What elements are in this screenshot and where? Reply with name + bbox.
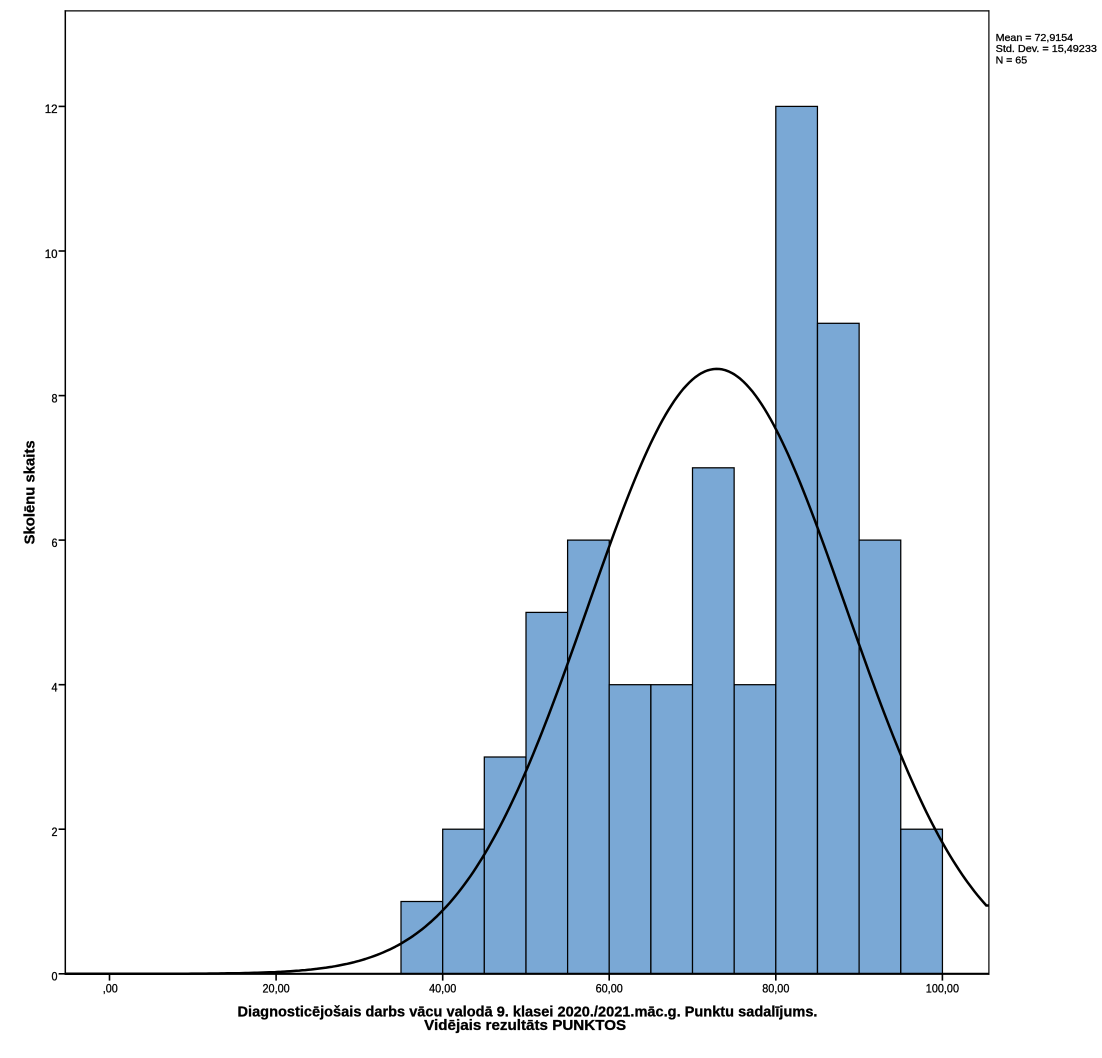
svg-text:20,00: 20,00 [263, 981, 290, 995]
svg-text:Skolēnu skaits: Skolēnu skaits [21, 440, 38, 544]
svg-text:Std. Dev. = 15,49233: Std. Dev. = 15,49233 [996, 44, 1098, 55]
svg-text:10: 10 [45, 247, 58, 261]
svg-text:8: 8 [52, 391, 58, 405]
svg-text:4: 4 [52, 681, 58, 695]
svg-text:Diagnosticējošais darbs vācu v: Diagnosticējošais darbs vācu valodā 9. k… [238, 1005, 818, 1021]
svg-text:80,00: 80,00 [762, 981, 789, 995]
svg-text:12: 12 [45, 102, 58, 116]
svg-text:60,00: 60,00 [596, 981, 623, 995]
svg-text:Vidējais rezultāts PUNKTOS: Vidējais rezultāts PUNKTOS [424, 1018, 626, 1034]
svg-text:40,00: 40,00 [429, 981, 456, 995]
svg-text:6: 6 [52, 536, 58, 550]
svg-text:0: 0 [52, 970, 58, 984]
svg-text:100,00: 100,00 [926, 981, 959, 995]
svg-text:2: 2 [52, 825, 58, 839]
svg-text:Mean = 72,9154: Mean = 72,9154 [996, 33, 1074, 44]
svg-text:,00: ,00 [103, 981, 118, 995]
svg-text:N = 65: N = 65 [996, 55, 1028, 66]
